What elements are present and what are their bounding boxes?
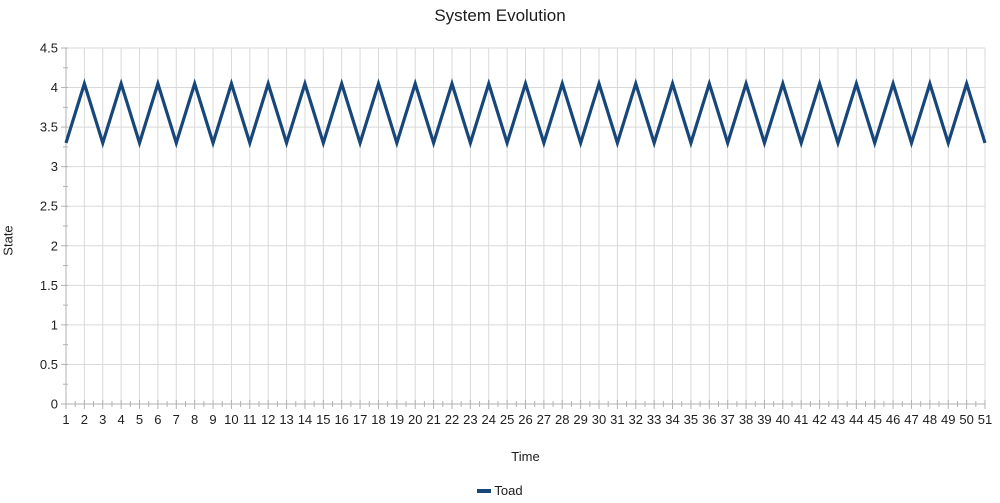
svg-text:44: 44 (849, 412, 863, 427)
svg-text:25: 25 (500, 412, 514, 427)
svg-text:4: 4 (118, 412, 125, 427)
chart-title: System Evolution (434, 6, 566, 25)
x-tick-labels: 1 2 3 4 5 6 7 8 9 10 11 12 13 14 15 16 17 18 19 20 21 22 23 24 2… (62, 412, 992, 427)
svg-text:37: 37 (720, 412, 734, 427)
svg-text:26: 26 (518, 412, 532, 427)
svg-text:0.5: 0.5 (40, 357, 58, 372)
svg-text:11: 11 (243, 412, 257, 427)
legend-series-label: Toad (494, 483, 523, 498)
svg-text:0: 0 (51, 397, 58, 412)
svg-text:3: 3 (99, 412, 106, 427)
svg-text:32: 32 (629, 412, 643, 427)
svg-text:41: 41 (794, 412, 808, 427)
svg-text:42: 42 (812, 412, 826, 427)
series-line-toad (64, 78, 987, 149)
svg-text:3: 3 (51, 159, 58, 174)
svg-text:48: 48 (923, 412, 937, 427)
svg-text:39: 39 (757, 412, 771, 427)
svg-text:4.5: 4.5 (40, 41, 58, 56)
svg-text:34: 34 (665, 412, 679, 427)
x-axis-title: Time (511, 449, 540, 464)
svg-text:2: 2 (51, 238, 58, 253)
svg-text:51: 51 (978, 412, 992, 427)
svg-text:2.5: 2.5 (40, 199, 58, 214)
y-ticks (61, 47, 68, 405)
svg-text:29: 29 (573, 412, 587, 427)
svg-text:18: 18 (371, 412, 385, 427)
svg-text:43: 43 (831, 412, 845, 427)
axes (61, 48, 985, 405)
svg-text:27: 27 (537, 412, 551, 427)
svg-text:6: 6 (154, 412, 161, 427)
svg-text:19: 19 (390, 412, 404, 427)
svg-text:46: 46 (886, 412, 900, 427)
svg-text:23: 23 (463, 412, 477, 427)
svg-text:49: 49 (941, 412, 955, 427)
svg-text:38: 38 (739, 412, 753, 427)
svg-text:2: 2 (81, 412, 88, 427)
svg-text:21: 21 (426, 412, 440, 427)
svg-text:14: 14 (298, 412, 312, 427)
svg-text:15: 15 (316, 412, 330, 427)
x-gridlines (65, 48, 986, 404)
svg-text:36: 36 (702, 412, 716, 427)
svg-text:45: 45 (867, 412, 881, 427)
y-axis-title: State (0, 225, 16, 256)
svg-text:50: 50 (959, 412, 973, 427)
svg-text:20: 20 (408, 412, 422, 427)
svg-text:13: 13 (279, 412, 293, 427)
svg-text:17: 17 (353, 412, 367, 427)
svg-text:4: 4 (51, 80, 58, 95)
svg-text:7: 7 (173, 412, 180, 427)
svg-text:3.5: 3.5 (40, 120, 58, 135)
svg-text:16: 16 (334, 412, 348, 427)
svg-text:1: 1 (62, 412, 69, 427)
svg-text:24: 24 (482, 412, 496, 427)
svg-text:28: 28 (555, 412, 569, 427)
legend: Toad (0, 483, 1000, 498)
svg-text:5: 5 (136, 412, 143, 427)
svg-text:30: 30 (592, 412, 606, 427)
svg-text:10: 10 (224, 412, 238, 427)
svg-text:47: 47 (904, 412, 918, 427)
y-tick-labels: 0 0.5 1 1.5 2 2.5 3 3.5 4 4.5 (40, 41, 58, 412)
svg-text:31: 31 (610, 412, 624, 427)
svg-text:35: 35 (684, 412, 698, 427)
svg-text:33: 33 (647, 412, 661, 427)
svg-text:1: 1 (51, 317, 58, 332)
svg-text:40: 40 (776, 412, 790, 427)
svg-text:9: 9 (209, 412, 216, 427)
svg-text:1.5: 1.5 (40, 278, 58, 293)
legend-line-marker (477, 488, 492, 493)
svg-text:12: 12 (261, 412, 275, 427)
svg-text:8: 8 (191, 412, 198, 427)
svg-text:22: 22 (445, 412, 459, 427)
